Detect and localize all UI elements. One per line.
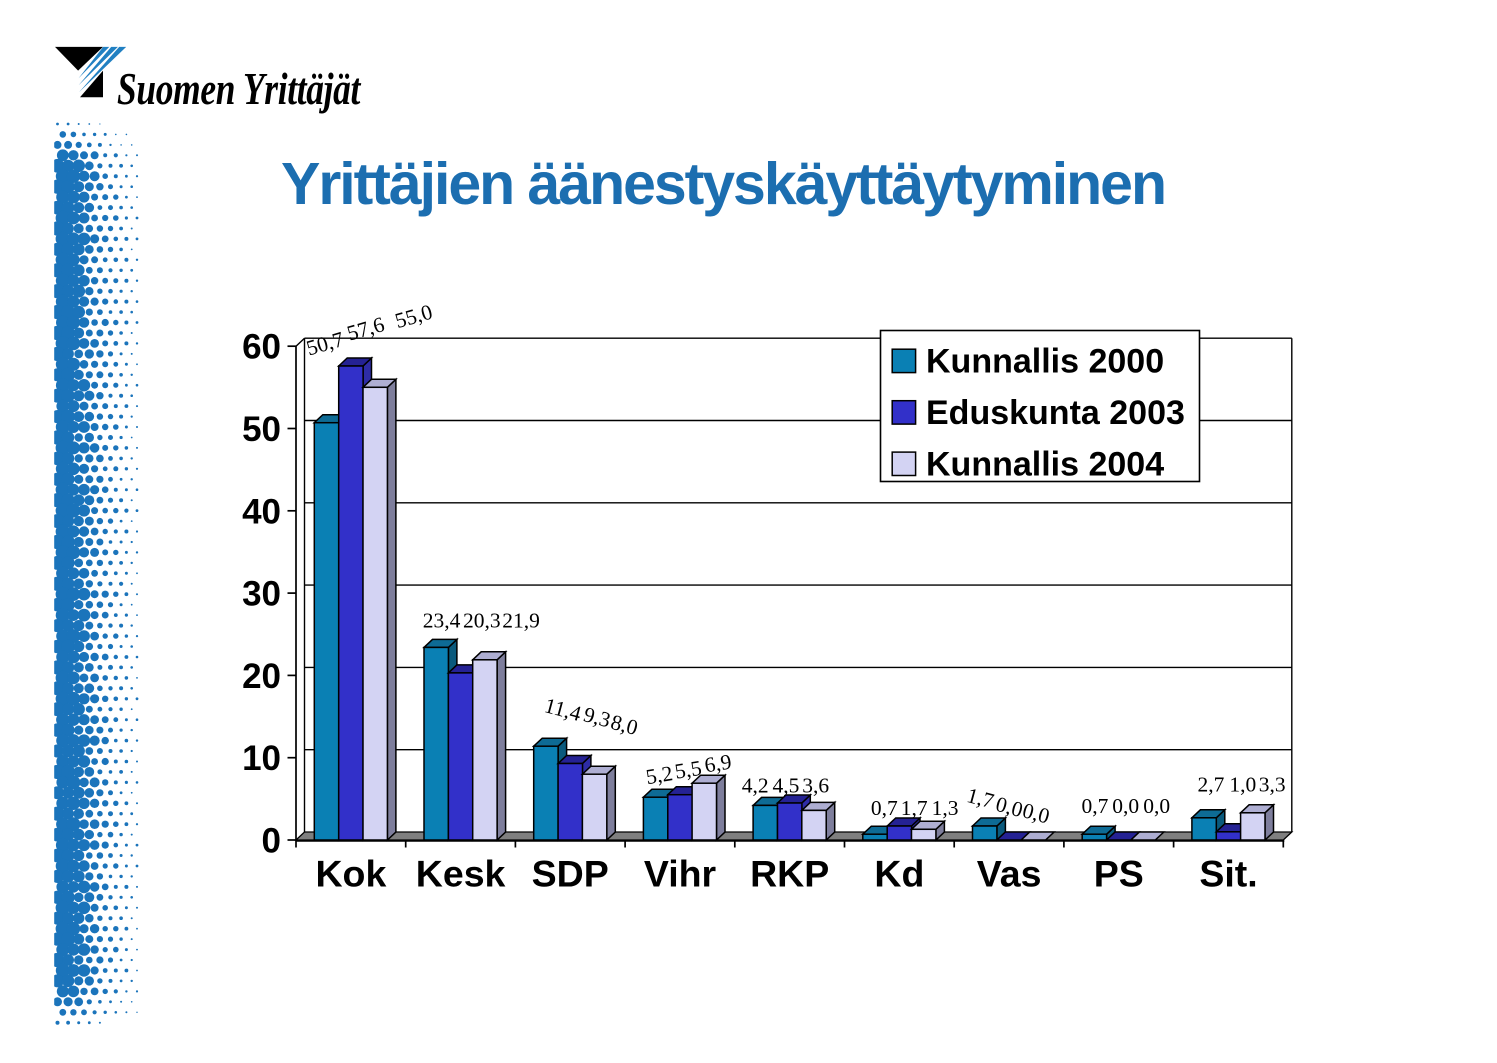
svg-text:Kunnallis 2004: Kunnallis 2004: [926, 446, 1164, 484]
svg-text:1,3: 1,3: [932, 796, 959, 820]
svg-text:Eduskunta 2003: Eduskunta 2003: [926, 394, 1185, 432]
svg-text:0,7: 0,7: [1082, 794, 1109, 818]
svg-text:RKP: RKP: [750, 853, 829, 895]
svg-text:1,0: 1,0: [1229, 773, 1256, 797]
svg-text:6,9: 6,9: [703, 750, 733, 778]
svg-text:60: 60: [242, 328, 281, 367]
svg-text:0: 0: [262, 822, 281, 861]
svg-text:20,3: 20,3: [463, 608, 501, 632]
svg-text:Kd: Kd: [874, 853, 924, 895]
svg-text:1,7: 1,7: [901, 796, 928, 820]
svg-text:2,7: 2,7: [1198, 773, 1225, 797]
svg-text:PS: PS: [1094, 853, 1144, 895]
svg-text:21,9: 21,9: [502, 608, 540, 632]
svg-text:4,5: 4,5: [773, 773, 800, 797]
svg-text:3,3: 3,3: [1259, 773, 1286, 797]
svg-text:4,2: 4,2: [742, 773, 769, 797]
svg-text:0,0: 0,0: [1112, 794, 1139, 818]
svg-text:30: 30: [242, 575, 281, 614]
svg-text:SDP: SDP: [532, 853, 609, 895]
svg-text:10: 10: [242, 739, 281, 778]
svg-text:Suomen Yrittäjät: Suomen Yrittäjät: [117, 63, 362, 115]
svg-text:Vas: Vas: [977, 853, 1042, 895]
svg-text:40: 40: [242, 492, 281, 531]
svg-text:Kok: Kok: [315, 853, 386, 895]
svg-text:3,6: 3,6: [802, 773, 829, 797]
svg-text:23,4: 23,4: [423, 608, 461, 632]
svg-text:5,2: 5,2: [644, 761, 674, 789]
svg-text:Kesk: Kesk: [416, 853, 506, 895]
svg-text:0,0: 0,0: [1143, 794, 1170, 818]
svg-text:20: 20: [242, 657, 281, 696]
svg-text:50: 50: [242, 410, 281, 449]
svg-text:Kunnallis 2000: Kunnallis 2000: [926, 343, 1164, 381]
svg-text:Vihr: Vihr: [644, 853, 717, 895]
svg-text:Yrittäjien äänestyskäyttäytymi: Yrittäjien äänestyskäyttäytyminen: [281, 151, 1167, 217]
svg-text:5,5: 5,5: [673, 756, 703, 784]
svg-text:Sit.: Sit.: [1199, 853, 1257, 895]
svg-text:0,7: 0,7: [871, 796, 898, 820]
